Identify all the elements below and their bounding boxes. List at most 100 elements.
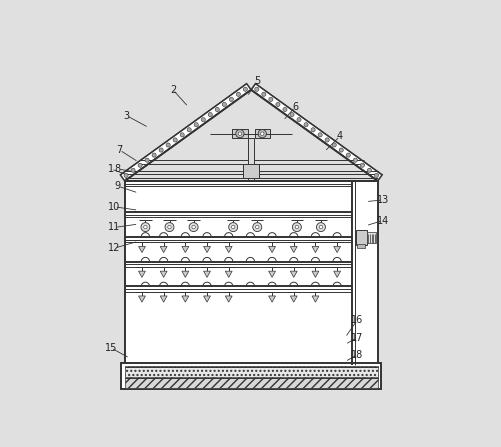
Circle shape — [201, 118, 205, 122]
Bar — [125, 181, 377, 365]
Circle shape — [231, 225, 234, 229]
Circle shape — [353, 158, 357, 162]
Circle shape — [145, 158, 149, 162]
Circle shape — [374, 173, 378, 177]
Circle shape — [295, 225, 298, 229]
Circle shape — [236, 92, 240, 97]
Polygon shape — [225, 296, 231, 302]
Text: 4: 4 — [336, 131, 342, 141]
Text: 18: 18 — [350, 350, 363, 360]
Text: 12: 12 — [108, 243, 120, 253]
Polygon shape — [181, 246, 188, 253]
Circle shape — [131, 168, 135, 173]
Bar — [355, 230, 366, 245]
Bar — [231, 129, 247, 138]
Polygon shape — [120, 84, 250, 181]
Circle shape — [243, 87, 247, 91]
Circle shape — [260, 132, 264, 135]
Polygon shape — [138, 271, 145, 277]
Circle shape — [143, 225, 147, 229]
Bar — [247, 138, 254, 181]
Text: 14: 14 — [376, 215, 388, 226]
Text: 11: 11 — [108, 223, 120, 232]
Polygon shape — [333, 271, 340, 277]
Text: 16: 16 — [350, 316, 363, 325]
Circle shape — [189, 223, 198, 232]
Circle shape — [297, 118, 301, 122]
Bar — [242, 164, 259, 177]
Circle shape — [318, 133, 322, 137]
Text: 5: 5 — [254, 76, 260, 86]
Text: 10: 10 — [108, 202, 120, 212]
Circle shape — [138, 163, 142, 167]
Bar — [125, 377, 377, 388]
Bar — [121, 363, 380, 389]
Circle shape — [180, 133, 184, 137]
Polygon shape — [203, 296, 210, 302]
Polygon shape — [290, 271, 297, 277]
Text: 8: 8 — [115, 164, 121, 174]
Polygon shape — [138, 296, 145, 302]
Polygon shape — [290, 246, 297, 253]
Circle shape — [268, 97, 273, 101]
Circle shape — [332, 143, 336, 147]
Polygon shape — [160, 246, 167, 253]
Text: 3: 3 — [123, 110, 129, 121]
Circle shape — [316, 223, 325, 232]
Text: 7: 7 — [116, 145, 122, 155]
Circle shape — [166, 143, 170, 147]
Bar — [356, 244, 364, 248]
Circle shape — [325, 138, 329, 142]
Circle shape — [319, 225, 322, 229]
Text: 13: 13 — [376, 195, 388, 205]
Circle shape — [339, 148, 343, 152]
Circle shape — [283, 107, 287, 112]
Circle shape — [360, 163, 364, 167]
Circle shape — [194, 122, 198, 127]
Circle shape — [235, 130, 243, 138]
Polygon shape — [225, 246, 231, 253]
Polygon shape — [203, 246, 210, 253]
Text: 15: 15 — [105, 343, 117, 353]
Circle shape — [346, 153, 350, 157]
Circle shape — [165, 223, 174, 232]
Circle shape — [258, 130, 266, 138]
Polygon shape — [160, 296, 167, 302]
Circle shape — [191, 225, 195, 229]
Circle shape — [304, 122, 308, 127]
Polygon shape — [312, 296, 318, 302]
Bar — [125, 366, 377, 378]
Circle shape — [254, 87, 259, 91]
Circle shape — [215, 107, 219, 112]
Polygon shape — [181, 271, 188, 277]
Polygon shape — [203, 271, 210, 277]
Polygon shape — [250, 84, 381, 181]
Circle shape — [292, 223, 301, 232]
Circle shape — [276, 102, 280, 106]
Circle shape — [253, 223, 261, 232]
Circle shape — [141, 223, 150, 232]
Polygon shape — [290, 296, 297, 302]
Polygon shape — [268, 246, 275, 253]
Text: 17: 17 — [350, 333, 363, 342]
Circle shape — [311, 128, 315, 132]
Polygon shape — [160, 271, 167, 277]
Text: 2: 2 — [169, 85, 176, 95]
Polygon shape — [312, 271, 318, 277]
Bar — [366, 232, 375, 243]
Circle shape — [367, 168, 371, 173]
Circle shape — [290, 113, 294, 117]
Circle shape — [237, 132, 241, 135]
Circle shape — [159, 148, 163, 152]
Text: 9: 9 — [115, 181, 121, 191]
Circle shape — [173, 138, 177, 142]
Circle shape — [255, 225, 259, 229]
Circle shape — [187, 128, 191, 132]
Circle shape — [152, 153, 156, 157]
Polygon shape — [333, 246, 340, 253]
Text: 6: 6 — [292, 102, 298, 112]
Polygon shape — [268, 296, 275, 302]
Circle shape — [222, 102, 226, 106]
Circle shape — [229, 97, 233, 101]
Circle shape — [124, 173, 128, 177]
